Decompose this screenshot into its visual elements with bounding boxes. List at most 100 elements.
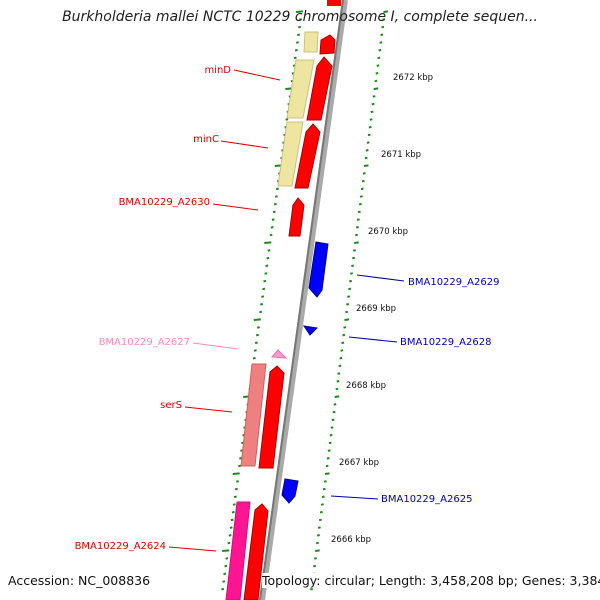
minor-tick bbox=[346, 303, 350, 306]
minor-tick bbox=[371, 102, 375, 106]
forward-cds-feature bbox=[288, 197, 305, 237]
gene-labels: minD minC BMA10229_A2630 BMA10229_A2627 … bbox=[75, 65, 500, 552]
minor-tick bbox=[253, 349, 257, 352]
minor-tick bbox=[225, 557, 229, 560]
gene-features bbox=[225, 0, 341, 600]
minor-tick bbox=[259, 310, 263, 314]
major-tick bbox=[363, 164, 369, 167]
yellow-gene-feature bbox=[277, 121, 304, 187]
minor-tick bbox=[230, 518, 234, 522]
minor-tick bbox=[345, 310, 349, 314]
minor-tick bbox=[356, 218, 360, 221]
trna-feature bbox=[270, 349, 288, 359]
gene-label-sers: serS bbox=[160, 400, 182, 411]
minor-tick bbox=[378, 48, 382, 52]
minor-tick bbox=[317, 526, 321, 529]
minor-tick bbox=[376, 64, 380, 67]
major-tick bbox=[324, 472, 330, 475]
major-tick bbox=[222, 549, 230, 552]
major-tick bbox=[383, 10, 389, 13]
minor-tick bbox=[266, 256, 270, 260]
minor-tick bbox=[269, 233, 273, 237]
gene-label-bma10229-a2628: BMA10229_A2628 bbox=[400, 337, 491, 348]
yellow-gene-feature bbox=[286, 59, 315, 119]
major-tick bbox=[315, 549, 320, 552]
minor-tick bbox=[357, 210, 361, 214]
minor-tick bbox=[325, 464, 329, 468]
tick-label: 2669 kbp bbox=[356, 304, 396, 314]
minor-tick bbox=[341, 341, 345, 345]
minor-tick bbox=[374, 79, 378, 83]
minor-tick bbox=[351, 264, 355, 268]
minor-tick bbox=[348, 287, 352, 291]
minor-tick bbox=[294, 48, 298, 52]
minor-tick bbox=[380, 33, 384, 37]
major-tick bbox=[253, 318, 261, 321]
minor-tick bbox=[340, 349, 344, 352]
minor-tick bbox=[231, 510, 235, 514]
minor-tick bbox=[235, 480, 239, 483]
major-tick bbox=[295, 10, 303, 13]
tick-label: 2671 kbp bbox=[381, 150, 421, 160]
gene-label-bma10229-a2629: BMA10229_A2629 bbox=[408, 277, 499, 288]
minor-tick bbox=[366, 141, 370, 144]
minor-tick bbox=[313, 557, 317, 560]
genome-summary-text: Topology: circular; Length: 3,458,208 bp… bbox=[262, 573, 600, 588]
major-tick bbox=[373, 87, 379, 90]
minor-tick bbox=[337, 372, 341, 375]
forward-cds-feature bbox=[327, 0, 341, 6]
minor-tick bbox=[326, 457, 330, 460]
minor-tick bbox=[379, 41, 383, 44]
minor-tick bbox=[323, 480, 327, 483]
minor-tick bbox=[342, 333, 346, 337]
minor-tick bbox=[355, 226, 359, 229]
minor-tick bbox=[223, 572, 227, 576]
minor-tick bbox=[338, 364, 342, 368]
minor-tick bbox=[234, 487, 238, 491]
minor-tick bbox=[377, 56, 381, 60]
reverse-cds-feature bbox=[302, 325, 319, 336]
minor-tick bbox=[352, 256, 356, 260]
minor-tick bbox=[275, 187, 279, 191]
minor-tick bbox=[358, 202, 362, 206]
minor-tick bbox=[381, 25, 385, 29]
minor-tick bbox=[273, 202, 277, 206]
minor-tick bbox=[296, 33, 300, 37]
minor-tick bbox=[315, 541, 319, 545]
minor-tick bbox=[347, 295, 351, 298]
gene-label-bma10229-a2624: BMA10229_A2624 bbox=[75, 541, 166, 552]
leader-lines bbox=[168, 69, 405, 552]
minor-tick bbox=[364, 156, 368, 160]
minor-tick bbox=[331, 418, 335, 422]
minor-tick bbox=[295, 41, 299, 44]
minor-tick bbox=[350, 272, 354, 275]
minor-tick bbox=[271, 218, 275, 221]
minor-tick bbox=[372, 95, 376, 98]
minor-tick bbox=[228, 534, 232, 537]
major-tick bbox=[354, 241, 359, 244]
minor-tick bbox=[224, 564, 228, 568]
minor-tick bbox=[227, 541, 231, 545]
minor-tick bbox=[336, 380, 340, 383]
gene-label-bma10229-a2625: BMA10229_A2625 bbox=[381, 494, 472, 505]
minor-tick bbox=[362, 172, 366, 175]
minor-tick bbox=[260, 303, 264, 306]
minor-tick bbox=[328, 441, 332, 445]
major-tick bbox=[264, 241, 272, 244]
minor-tick bbox=[252, 356, 256, 360]
yellow-gene-feature bbox=[303, 31, 319, 53]
minor-tick bbox=[261, 295, 265, 298]
minor-tick bbox=[313, 564, 317, 568]
minor-tick bbox=[310, 587, 314, 591]
minor-tick bbox=[361, 179, 365, 183]
minor-tick bbox=[329, 433, 333, 437]
minor-tick bbox=[298, 25, 302, 29]
minor-tick bbox=[335, 387, 339, 391]
minor-tick bbox=[264, 272, 268, 275]
minor-tick bbox=[352, 249, 356, 252]
minor-tick bbox=[238, 464, 242, 468]
major-tick bbox=[344, 318, 350, 321]
forward-cds-feature bbox=[258, 365, 285, 469]
minor-tick bbox=[360, 187, 364, 191]
minor-tick bbox=[322, 487, 326, 491]
